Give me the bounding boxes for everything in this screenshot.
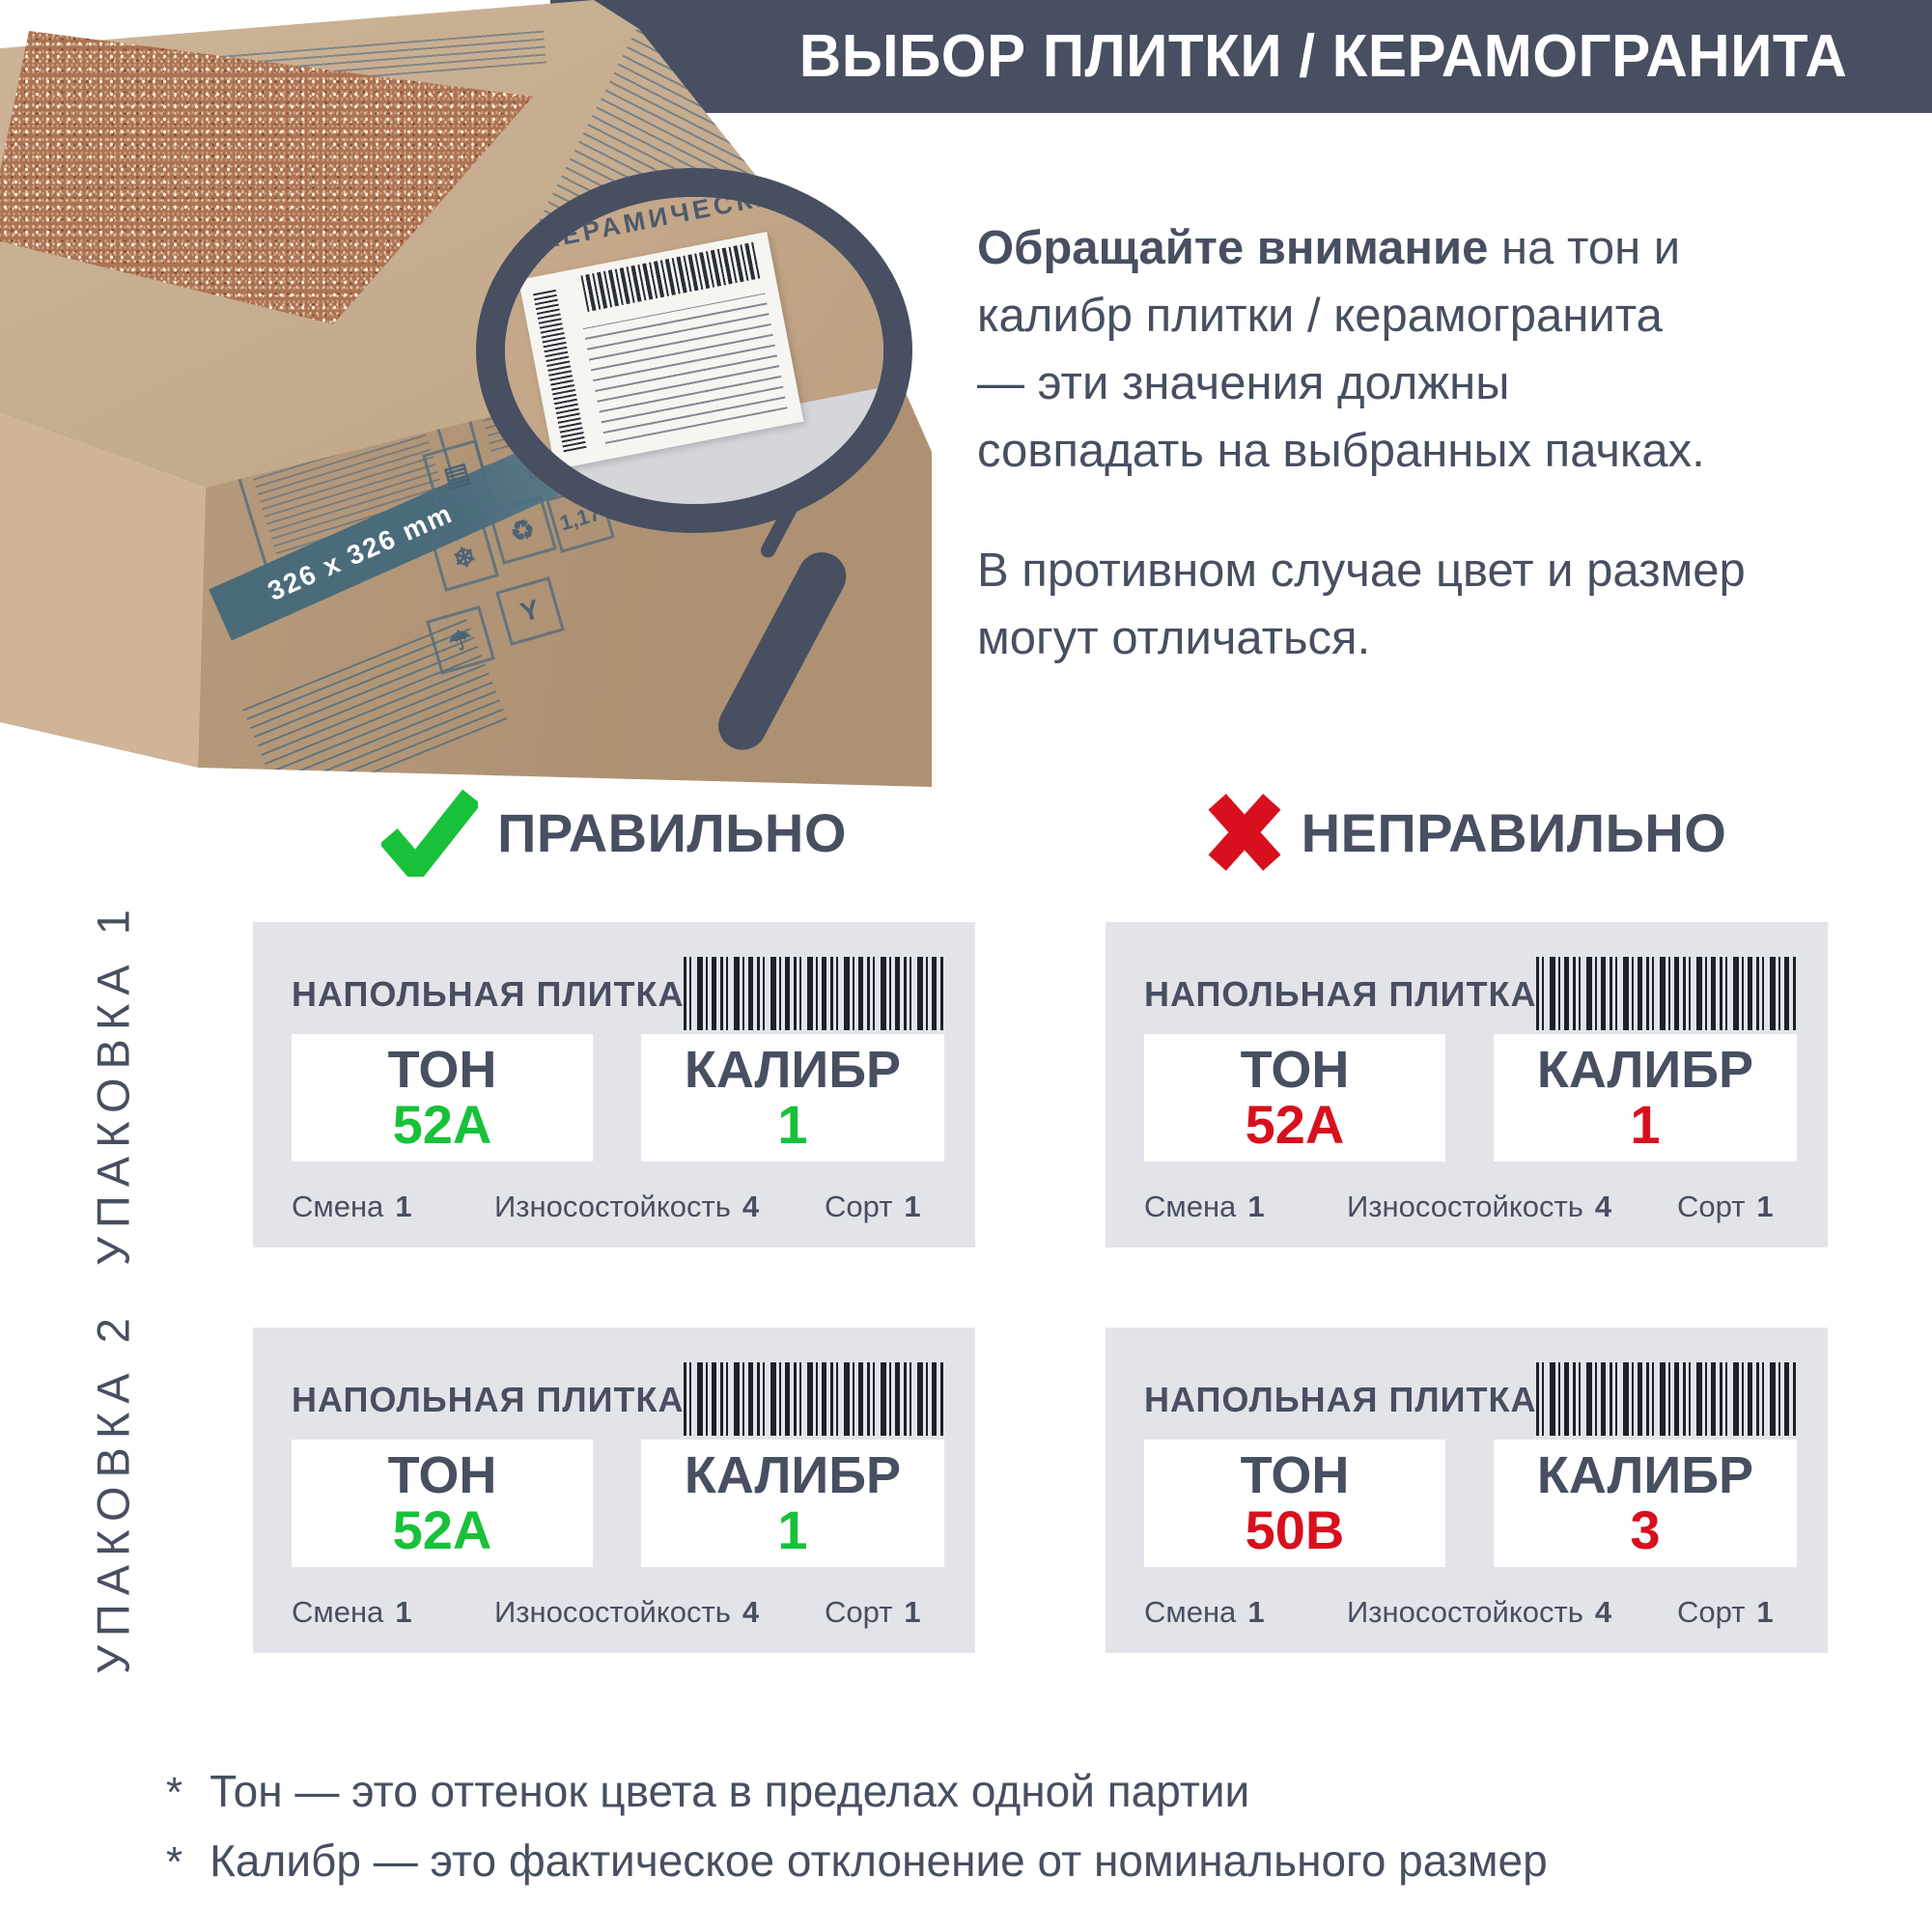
pack-label-1: УПАКОВКА 1	[87, 901, 139, 1266]
card-meta-row: Смена 1 Износостойкость 4 Сорт 1	[253, 1190, 975, 1232]
section-incorrect-header: НЕПРАВИЛЬНО	[1106, 784, 1828, 881]
meta-item: Сорт 1	[825, 1595, 921, 1629]
footnote-text: Тон — это оттенок цвета в пределах одной…	[210, 1766, 1250, 1816]
x-icon	[1208, 794, 1281, 871]
intro-paragraph: Обращайте внимание на тон и калибр плитк…	[977, 214, 1904, 485]
meta-item: Износостойкость 4	[1347, 1190, 1612, 1223]
card-title: НАПОЛЬНАЯ ПЛИТКА	[292, 1380, 685, 1419]
meta-item: Смена 1	[292, 1190, 412, 1223]
caliber-label: КАЛИБР	[684, 1040, 902, 1099]
pack-label-2: УПАКОВКА 2	[87, 1309, 139, 1674]
section-correct-label: ПРАВИЛЬНО	[497, 801, 847, 863]
footnote-caliber: * Калибр — это фактическое отклонение от…	[166, 1834, 1807, 1887]
tone-value: 52А	[392, 1498, 492, 1560]
fragile-glass-icon: Y	[495, 576, 565, 646]
intro-line: В противном случае цвет и размер	[977, 545, 1746, 597]
caliber-label: КАЛИБР	[1536, 1445, 1754, 1504]
meta-item: Сорт 1	[1677, 1595, 1774, 1629]
meta-item: Износостойкость 4	[494, 1190, 760, 1223]
card-meta-row: Смена 1 Износостойкость 4 Сорт 1	[1106, 1595, 1828, 1638]
check-icon	[381, 789, 479, 877]
barcode	[1536, 957, 1799, 1030]
page-title: ВЫБОР ПЛИТКИ / КЕРАМОГРАНИТА	[798, 23, 1848, 90]
label-card-pack1-incorrect: НАПОЛЬНАЯ ПЛИТКА ТОН 52А КАЛИБР 1 Смена 1…	[1106, 922, 1828, 1247]
tone-box: ТОН 52А	[292, 1034, 593, 1162]
label-card-pack2-correct: НАПОЛЬНАЯ ПЛИТКА ТОН 52А КАЛИБР 1 Смена 1…	[253, 1328, 975, 1653]
card-title: НАПОЛЬНАЯ ПЛИТКА	[292, 974, 685, 1014]
card-title: НАПОЛЬНАЯ ПЛИТКА	[1144, 1380, 1537, 1419]
card-meta-row: Смена 1 Износостойкость 4 Сорт 1	[1106, 1190, 1828, 1232]
intro-line: — эти значения должны	[977, 357, 1510, 409]
tone-value: 50В	[1245, 1498, 1345, 1560]
meta-item: Смена 1	[1144, 1595, 1265, 1629]
tone-value: 52А	[1245, 1093, 1345, 1155]
label-text-lines	[582, 293, 788, 444]
meta-item: Смена 1	[292, 1595, 412, 1629]
meta-item: Износостойкость 4	[1347, 1595, 1612, 1629]
intro-line: совпадать на выбранных пачках.	[977, 425, 1705, 477]
intro-line: могут отличаться.	[977, 612, 1371, 664]
header-bar: ВЫБОР ПЛИТКИ / КЕРАМОГРАНИТА	[550, 0, 1932, 113]
label-card-pack2-incorrect: НАПОЛЬНАЯ ПЛИТКА ТОН 50В КАЛИБР 3 Смена 1…	[1106, 1328, 1828, 1653]
meta-item: Смена 1	[1144, 1190, 1265, 1223]
caliber-box: КАЛИБР 1	[1494, 1034, 1797, 1162]
caliber-box: КАЛИБР 1	[641, 1034, 944, 1162]
meta-item: Сорт 1	[1677, 1190, 1774, 1223]
meta-item: Износостойкость 4	[494, 1595, 760, 1629]
intro-line: калибр плитки / керамогранита	[977, 290, 1663, 342]
card-meta-row: Смена 1 Износостойкость 4 Сорт 1	[253, 1595, 975, 1638]
intro-line: Обращайте внимание на тон и	[977, 222, 1681, 274]
section-incorrect-label: НЕПРАВИЛЬНО	[1301, 801, 1727, 863]
barcode	[684, 957, 946, 1030]
footnotes: * Тон — это оттенок цвета в пределах одн…	[166, 1765, 1807, 1904]
tone-label: ТОН	[387, 1445, 497, 1504]
caliber-box: КАЛИБР 3	[1494, 1440, 1797, 1567]
barcode	[1536, 1362, 1799, 1436]
section-correct-header: ПРАВИЛЬНО	[253, 784, 975, 881]
caliber-label: КАЛИБР	[684, 1445, 902, 1504]
caliber-value: 1	[1630, 1093, 1661, 1155]
tone-label: ТОН	[1240, 1445, 1350, 1504]
meta-item: Сорт 1	[825, 1190, 921, 1223]
asterisk-mark: *	[166, 1838, 183, 1886]
footnote-text: Калибр — это фактическое отклонение от н…	[210, 1835, 1548, 1886]
footnote-tone: * Тон — это оттенок цвета в пределах одн…	[166, 1765, 1807, 1817]
asterisk-mark: *	[166, 1769, 183, 1816]
tone-box: ТОН 52А	[1144, 1034, 1445, 1162]
caliber-box: КАЛИБР 1	[641, 1440, 944, 1567]
card-title: НАПОЛЬНАЯ ПЛИТКА	[1144, 974, 1537, 1014]
product-photo: 326 x 326 mm ▤ ❄ ♻ ☂ Y 11 1,17 КЕРАМИЧЕС…	[0, 0, 956, 792]
caliber-value: 1	[777, 1093, 808, 1155]
caliber-label: КАЛИБР	[1536, 1040, 1754, 1099]
tone-box: ТОН 52А	[292, 1440, 593, 1567]
tone-label: ТОН	[1240, 1040, 1350, 1099]
caliber-value: 1	[777, 1498, 808, 1560]
magnifier-lens-icon: КЕРАМИЧЕСКАЯ ПЛИТКА	[476, 168, 912, 533]
caliber-value: 3	[1630, 1498, 1661, 1560]
label-card-pack1-correct: НАПОЛЬНАЯ ПЛИТКА ТОН 52А КАЛИБР 1 Смена 1…	[253, 922, 975, 1247]
tone-label: ТОН	[387, 1040, 497, 1099]
tone-box: ТОН 50В	[1144, 1440, 1445, 1567]
tone-value: 52А	[392, 1093, 492, 1155]
barcode	[684, 1362, 946, 1436]
intro-paragraph-2: В противном случае цвет и размер могут о…	[977, 537, 1904, 672]
box-print-lines	[239, 611, 508, 787]
